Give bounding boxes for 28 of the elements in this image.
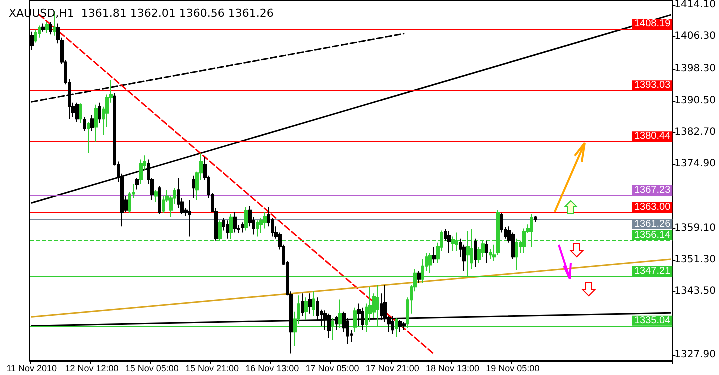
ref-line-label: 1393.03 — [634, 80, 672, 92]
y-tick-label: 1398.30 — [674, 64, 716, 75]
y-tick-label: 1414.10 — [674, 0, 716, 11]
x-tick-label: 17 Nov 05:00 — [306, 364, 360, 374]
y-tick-label: 1351.30 — [674, 254, 716, 266]
ref-line-label: 1380.44 — [634, 131, 672, 142]
ref-line-label: 1408.19 — [634, 18, 672, 30]
y-tick-label: 1406.30 — [674, 31, 716, 42]
x-tick-label: 18 Nov 13:00 — [426, 364, 480, 374]
ref-line-label: 1361.26 — [634, 219, 672, 230]
x-tick-label: 17 Nov 21:00 — [366, 364, 420, 374]
x-tick-label: 16 Nov 13:00 — [246, 364, 300, 374]
ref-line-label: 1363.00 — [634, 202, 672, 213]
y-tick-label: 1327.90 — [674, 349, 716, 360]
y-tick-label: 1382.70 — [674, 127, 716, 138]
ref-line-label: 1335.04 — [634, 315, 672, 326]
ref-line-label: 1356.14 — [634, 230, 672, 241]
y-tick-label: 1343.50 — [674, 286, 716, 298]
x-tick-label: 19 Nov 05:00 — [486, 364, 540, 374]
ref-line-label: 1367.23 — [634, 184, 672, 196]
y-tick-label: 1374.90 — [674, 158, 716, 170]
x-tick-label: 11 Nov 2010 — [6, 364, 58, 374]
x-tick-label: 15 Nov 05:00 — [125, 364, 179, 374]
y-tick-label: 1359.10 — [674, 222, 716, 234]
y-tick-label: 1390.50 — [674, 95, 716, 106]
x-tick-label: 12 Nov 12:00 — [65, 364, 119, 374]
ref-line-label: 1347.21 — [634, 266, 672, 278]
x-tick-label: 15 Nov 21:00 — [186, 364, 240, 374]
